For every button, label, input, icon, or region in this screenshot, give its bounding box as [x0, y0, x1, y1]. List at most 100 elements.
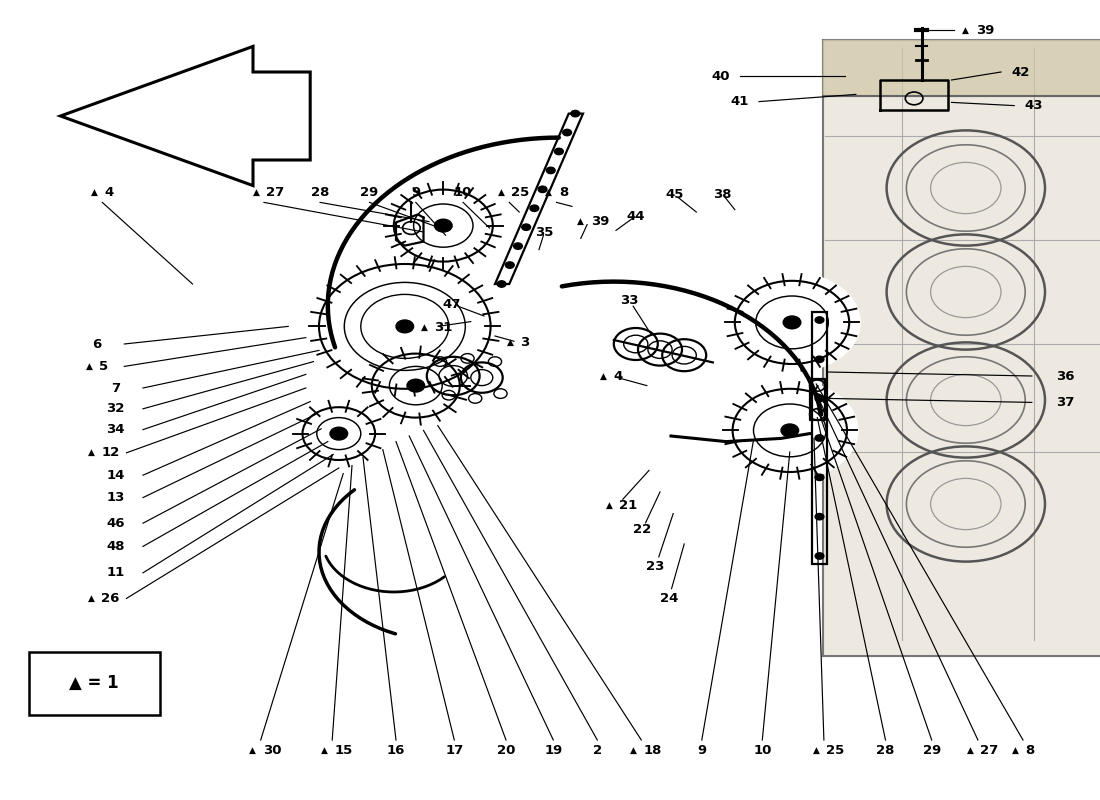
- Text: 3: 3: [520, 336, 529, 349]
- Circle shape: [815, 474, 824, 481]
- Text: 40: 40: [712, 70, 729, 82]
- Circle shape: [521, 224, 530, 230]
- Text: 14: 14: [107, 469, 124, 482]
- Text: 15: 15: [334, 744, 353, 757]
- Text: 43: 43: [1025, 99, 1043, 112]
- Text: ▲: ▲: [967, 746, 974, 755]
- Text: ▲: ▲: [498, 187, 505, 197]
- Text: ▲: ▲: [253, 187, 260, 197]
- Text: ▲: ▲: [962, 26, 969, 35]
- Text: ▲: ▲: [421, 322, 428, 332]
- Text: 39: 39: [976, 24, 994, 37]
- Circle shape: [538, 186, 547, 193]
- Text: 39: 39: [591, 215, 609, 228]
- Text: 18: 18: [644, 744, 662, 757]
- Circle shape: [815, 317, 824, 323]
- Circle shape: [547, 167, 556, 174]
- Text: ▲: ▲: [86, 362, 92, 371]
- Text: 32: 32: [107, 402, 124, 415]
- Circle shape: [396, 320, 414, 333]
- Text: 29: 29: [923, 744, 940, 757]
- Text: 19: 19: [544, 744, 562, 757]
- Text: 4: 4: [104, 186, 113, 198]
- Text: 7: 7: [111, 382, 120, 394]
- Text: 41: 41: [730, 95, 748, 108]
- Text: 25: 25: [512, 186, 530, 198]
- Circle shape: [815, 514, 824, 520]
- Text: 10: 10: [754, 744, 771, 757]
- Text: 31: 31: [434, 321, 453, 334]
- Circle shape: [815, 356, 824, 362]
- Circle shape: [530, 205, 539, 211]
- Text: ▲: ▲: [321, 746, 328, 755]
- Circle shape: [514, 243, 522, 250]
- Text: 17: 17: [446, 744, 463, 757]
- Text: 8: 8: [1025, 744, 1034, 757]
- Text: ▲ = 1: ▲ = 1: [68, 674, 119, 692]
- Text: 28: 28: [877, 744, 894, 757]
- Circle shape: [815, 553, 824, 559]
- Text: 22: 22: [634, 523, 651, 536]
- Text: ▲: ▲: [546, 187, 552, 197]
- Text: 2: 2: [593, 744, 602, 757]
- Text: 33: 33: [620, 294, 638, 306]
- Circle shape: [497, 281, 506, 287]
- Text: 23: 23: [647, 560, 664, 573]
- Text: 29: 29: [361, 186, 378, 198]
- Text: 13: 13: [107, 491, 124, 504]
- Circle shape: [505, 262, 514, 268]
- Circle shape: [722, 381, 858, 480]
- Circle shape: [407, 379, 425, 392]
- Circle shape: [815, 395, 824, 402]
- Text: 10: 10: [454, 186, 472, 198]
- Text: 8: 8: [559, 186, 568, 198]
- Circle shape: [292, 399, 386, 468]
- Text: 27: 27: [980, 744, 999, 757]
- Text: ▲: ▲: [578, 217, 584, 226]
- Text: 24: 24: [660, 592, 678, 605]
- Text: ▲: ▲: [88, 448, 95, 458]
- Text: 6: 6: [92, 338, 101, 350]
- Circle shape: [781, 424, 799, 437]
- Text: 20: 20: [497, 744, 515, 757]
- Text: 36: 36: [1056, 370, 1075, 382]
- Circle shape: [563, 130, 572, 136]
- Text: 48: 48: [107, 540, 124, 553]
- Text: 37: 37: [1056, 396, 1075, 409]
- Text: 47: 47: [443, 298, 461, 310]
- Text: 9: 9: [697, 744, 706, 757]
- Circle shape: [724, 273, 860, 372]
- Text: ▲: ▲: [88, 594, 95, 603]
- Circle shape: [308, 256, 502, 397]
- Circle shape: [571, 110, 580, 117]
- Circle shape: [383, 182, 504, 270]
- Text: 34: 34: [107, 423, 124, 436]
- Text: 38: 38: [714, 188, 732, 201]
- Text: 30: 30: [263, 744, 282, 757]
- Text: 11: 11: [107, 566, 124, 579]
- Circle shape: [815, 434, 824, 442]
- Circle shape: [434, 219, 452, 232]
- Text: 45: 45: [666, 188, 683, 201]
- Circle shape: [783, 316, 801, 329]
- Text: 25: 25: [826, 744, 845, 757]
- Circle shape: [330, 427, 348, 440]
- Text: 46: 46: [107, 517, 124, 530]
- Text: ▲: ▲: [601, 371, 607, 381]
- Text: 9: 9: [411, 186, 420, 198]
- Text: 35: 35: [536, 226, 553, 238]
- Text: 42: 42: [1012, 66, 1030, 78]
- Text: 16: 16: [387, 744, 405, 757]
- Text: ▲: ▲: [813, 746, 820, 755]
- Circle shape: [361, 346, 471, 426]
- Text: ▲: ▲: [606, 501, 613, 510]
- Text: ▲: ▲: [91, 187, 98, 197]
- Polygon shape: [823, 40, 1100, 656]
- Text: ▲: ▲: [630, 746, 637, 755]
- Text: ▲: ▲: [1012, 746, 1019, 755]
- Text: 12: 12: [101, 446, 120, 459]
- Text: ▲: ▲: [250, 746, 256, 755]
- Circle shape: [554, 148, 563, 154]
- Text: 27: 27: [266, 186, 285, 198]
- Text: 4: 4: [614, 370, 623, 382]
